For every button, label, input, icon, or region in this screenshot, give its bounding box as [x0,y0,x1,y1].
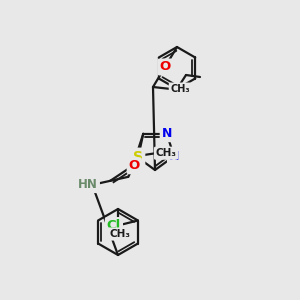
Text: N: N [131,150,141,163]
Text: CH₃: CH₃ [110,229,130,239]
Text: HN: HN [78,178,98,191]
Text: O: O [129,159,140,172]
Text: Cl: Cl [107,219,121,232]
Text: O: O [159,61,171,74]
Text: N: N [169,150,179,163]
Text: CH₃: CH₃ [170,84,190,94]
Text: S: S [133,150,143,164]
Text: N: N [162,127,172,140]
Text: CH₃: CH₃ [155,148,176,158]
